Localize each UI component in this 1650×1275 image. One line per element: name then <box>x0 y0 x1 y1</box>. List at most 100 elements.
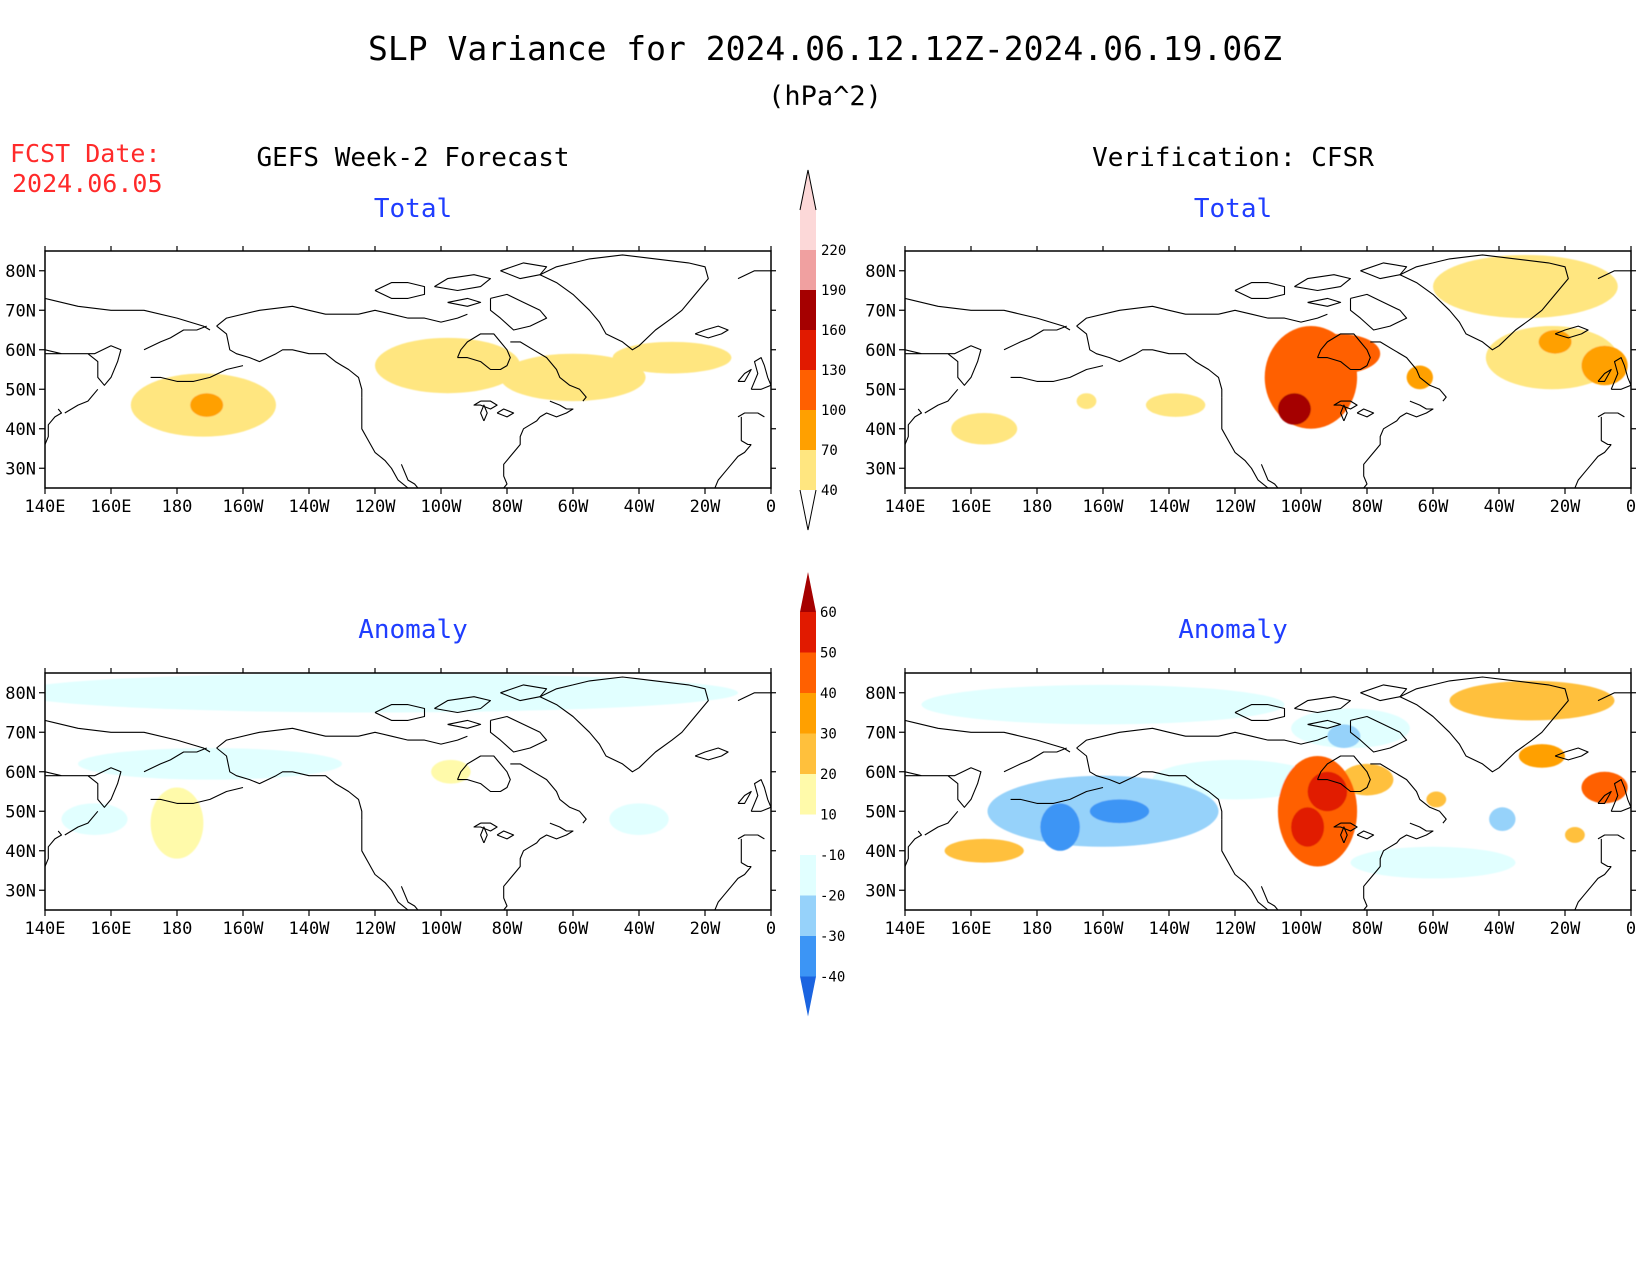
lon-tick-label: 120W <box>1215 919 1257 939</box>
verification-header: Verification: CFSR <box>1092 143 1374 173</box>
lon-tick-label: 180 <box>162 497 193 517</box>
contour-region <box>1565 827 1585 843</box>
lon-tick-label: 180 <box>1022 919 1053 939</box>
lon-tick-label: 20W <box>1550 497 1581 517</box>
lon-tick-label: 140E <box>885 497 926 517</box>
lon-tick-label: 160W <box>223 919 265 939</box>
lon-tick-label: 100W <box>1281 497 1323 517</box>
contour-region <box>1433 254 1618 319</box>
coastline <box>45 676 771 910</box>
lat-tick-label: 60N <box>865 341 896 361</box>
contour-region <box>1327 724 1361 749</box>
lat-tick-label: 80N <box>5 262 36 282</box>
panel-forecast-anomaly: 140E 160E 180 160W 140W 120W 100W 80W 60W 40W 20W 0… <box>5 668 776 939</box>
lon-tick-label: 60W <box>1418 497 1449 517</box>
contour-region <box>1581 345 1628 386</box>
contour-region <box>1089 799 1150 824</box>
colorbar-level-label: 70 <box>821 443 838 459</box>
colorbar-level-label: 60 <box>820 605 837 621</box>
contour-region <box>190 393 224 417</box>
lat-tick-label: 40N <box>5 842 36 862</box>
contour-region <box>1307 771 1348 812</box>
fcst-date-label: FCST Date: <box>10 139 161 168</box>
lon-tick-label: 160W <box>1083 919 1125 939</box>
lon-tick-label: 100W <box>421 919 463 939</box>
lat-tick-label: 40N <box>865 842 896 862</box>
colorbar-swatch <box>800 612 816 653</box>
lon-tick-label: 0 <box>1626 919 1636 939</box>
lon-tick-label: 140W <box>289 919 331 939</box>
lon-tick-label: 160W <box>223 497 265 517</box>
colorbar-upper-triangle <box>799 169 817 211</box>
panel-frame <box>44 250 772 489</box>
contour-region <box>1581 771 1628 804</box>
colorbar-level-label: -30 <box>820 929 845 945</box>
contour-region <box>78 748 342 780</box>
forecast-total-title: Total <box>374 194 452 224</box>
lon-tick-label: 120W <box>355 919 397 939</box>
contour-region <box>1040 803 1080 851</box>
colorbar-swatch <box>800 370 816 410</box>
fcst-date-value: 2024.06.05 <box>12 169 163 198</box>
colorbar-upper-triangle <box>800 572 816 612</box>
colorbar-level-label: 100 <box>821 403 846 419</box>
panel-verification-total: 140E 160E 180 160W 140W 120W 100W 80W 60W 40W 20W 0… <box>865 246 1636 517</box>
lon-tick-label: 140W <box>1149 497 1191 517</box>
contour-region <box>1277 393 1311 425</box>
lon-tick-label: 120W <box>1215 497 1257 517</box>
panel-frame <box>904 250 1632 489</box>
lat-tick-label: 80N <box>865 684 896 704</box>
colorbar-level-label: -20 <box>820 889 845 905</box>
colorbar-level-label: 190 <box>821 283 846 299</box>
total-colorbar: 40 70 100 130 160 190 220 <box>799 169 846 531</box>
colorbar-swatch <box>800 936 816 977</box>
contour-region <box>150 787 204 859</box>
lon-tick-label: 160E <box>91 919 132 939</box>
contour-region <box>1145 393 1206 417</box>
panel-verification-anomaly: 140E 160E 180 160W 140W 120W 100W 80W 60W 40W 20W 0… <box>865 668 1636 939</box>
lat-tick-label: 80N <box>5 684 36 704</box>
lat-tick-label: 50N <box>5 380 36 400</box>
colorbar-swatch <box>800 895 816 936</box>
colorbar-swatch <box>800 855 816 896</box>
contour-region <box>612 341 732 374</box>
colorbar-level-label: 40 <box>821 483 838 499</box>
panel-forecast-total: 140E 160E 180 160W 140W 120W 100W 80W 60W 40W 20W 0… <box>5 246 776 517</box>
colorbar-swatch <box>800 774 816 815</box>
colorbar-lower-triangle <box>800 976 816 1017</box>
contour-region <box>61 803 128 835</box>
lon-tick-label: 140E <box>885 919 926 939</box>
lon-tick-label: 120W <box>355 497 397 517</box>
contour-region <box>500 353 646 402</box>
forecast-anomaly-title: Anomaly <box>358 615 468 645</box>
lon-tick-label: 20W <box>690 497 721 517</box>
contour-region <box>951 412 1018 445</box>
contour-region <box>1301 333 1381 374</box>
colorbar-swatch <box>800 290 816 330</box>
lon-tick-label: 140E <box>25 497 66 517</box>
colorbar-level-label: 50 <box>820 646 837 662</box>
lat-tick-label: 50N <box>5 802 36 822</box>
contour-region <box>1277 755 1358 867</box>
lat-tick-label: 60N <box>5 341 36 361</box>
colorbar-swatch <box>800 733 816 774</box>
colorbar-level-label: 130 <box>821 363 846 379</box>
lon-tick-label: 60W <box>558 919 589 939</box>
colorbar-swatch <box>800 693 816 734</box>
panel-frame <box>904 672 1632 911</box>
colorbar-swatch <box>800 814 816 855</box>
lat-tick-label: 30N <box>5 459 36 479</box>
contour-region <box>1426 791 1447 808</box>
verification-anomaly-title: Anomaly <box>1178 615 1288 645</box>
lon-tick-label: 160E <box>951 497 992 517</box>
colorbar-swatch <box>800 250 816 290</box>
contour-region <box>1489 807 1516 832</box>
lon-tick-label: 160E <box>951 919 992 939</box>
contour-region <box>1291 807 1325 847</box>
lat-tick-label: 60N <box>5 763 36 783</box>
lat-tick-label: 70N <box>5 301 36 321</box>
lon-tick-label: 100W <box>1281 919 1323 939</box>
contour-region <box>609 803 669 835</box>
colorbar-level-label: 10 <box>820 808 837 824</box>
